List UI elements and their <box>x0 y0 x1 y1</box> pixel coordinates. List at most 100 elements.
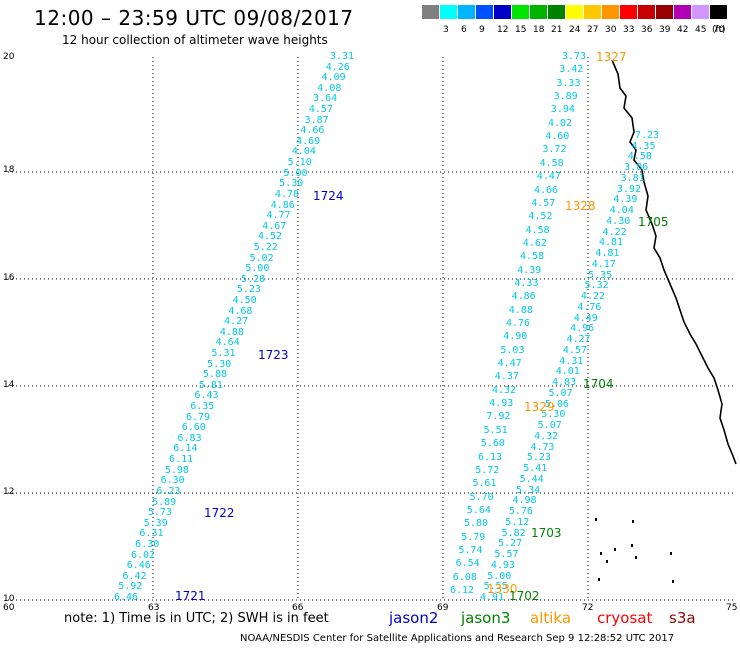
legend-swatch <box>530 5 547 19</box>
wave-height-value: 6.08 <box>452 571 477 583</box>
wave-height-value: 4.39 <box>613 194 638 206</box>
wave-height-value: 4.91 <box>480 592 505 603</box>
wave-height-value: 4.17 <box>591 258 616 270</box>
wave-height-value: 3.89 <box>553 91 578 103</box>
satellite-s3a: s3a <box>669 609 696 627</box>
legend-swatch <box>512 5 529 19</box>
wave-height-value: 3.86 <box>624 162 649 174</box>
wave-height-value: 4.47 <box>536 171 561 183</box>
legend-swatch <box>494 5 511 19</box>
wave-height-value: 4.83 <box>552 377 577 389</box>
wave-height-value: 6.30 <box>160 475 185 487</box>
wave-height-value: 5.23 <box>236 284 261 296</box>
wave-height-value: 4.33 <box>514 277 539 289</box>
wave-height-value: 4.27 <box>566 334 591 346</box>
pass-time-label: 1723 <box>258 348 289 362</box>
wave-height-value: 4.01 <box>555 366 580 378</box>
wave-height-value: 5.30 <box>207 358 232 370</box>
wave-height-value: 5.23 <box>526 452 551 464</box>
island-mark <box>631 544 633 547</box>
lat-tick-16: 16 <box>3 273 15 283</box>
satellite-altika: altika <box>530 609 572 627</box>
wave-height-value: 4.52 <box>258 231 283 243</box>
wave-height-value: 5.92 <box>118 581 143 593</box>
legend-label: 6 <box>461 25 467 35</box>
legend-label: 12 <box>497 25 509 35</box>
legend-swatch <box>476 5 493 19</box>
wave-height-value: 4.58 <box>539 157 564 169</box>
wave-height-value: 4.37 <box>494 371 519 383</box>
lon-tick-69: 69 <box>437 603 449 613</box>
wave-height-value: 4.58 <box>525 224 550 236</box>
wave-height-value: 5.30 <box>541 409 566 421</box>
legend-label: 70 <box>713 25 725 35</box>
wave-height-value: 5.30 <box>279 178 304 190</box>
wave-height-value: 5.64 <box>466 504 491 516</box>
legend-label: 15 <box>515 25 527 35</box>
wave-height-value: 6.12 <box>450 585 475 596</box>
wave-height-value: 4.88 <box>219 326 244 338</box>
lat-tick-18: 18 <box>3 165 15 175</box>
wave-height-value: 5.89 <box>152 496 177 508</box>
wave-height-value: 6.42 <box>122 570 147 582</box>
wave-height-value: 5.39 <box>143 517 168 529</box>
wave-height-value: 4.86 <box>511 291 536 303</box>
legend-label: 42 <box>677 25 689 35</box>
legend-swatch <box>656 5 673 19</box>
wave-height-value: 5.02 <box>249 252 274 264</box>
wave-height-value: 6.54 <box>455 558 480 570</box>
wave-height-value: 5.81 <box>198 379 223 391</box>
wave-height-value: 4.73 <box>530 441 555 453</box>
wave-height-value: 5.22 <box>253 241 278 253</box>
pass-time-label: 1705 <box>638 215 669 229</box>
wave-height-value: 4.58 <box>520 251 545 263</box>
legend-swatch <box>638 5 655 19</box>
wave-height-value: 4.22 <box>602 226 627 238</box>
page-subtitle: 12 hour collection of altimeter wave hei… <box>62 33 328 47</box>
wave-height-value: 4.93 <box>489 398 514 410</box>
wave-height-value: 4.66 <box>534 184 559 196</box>
wave-height-value: 4.04 <box>609 205 634 217</box>
pass-time-label: 1704 <box>583 377 614 391</box>
wave-height-value: 5.07 <box>548 387 573 399</box>
wave-height-value: 4.49 <box>573 312 598 324</box>
wave-height-value: 6.30 <box>135 538 160 550</box>
legend-swatch <box>692 5 709 19</box>
page-title: 12:00 – 23:59 UTC 09/08/2017 <box>34 6 354 30</box>
wave-height-value: 5.82 <box>501 527 526 539</box>
wave-height-value: 6.46 <box>114 592 139 603</box>
wave-height-value: 3.73 <box>562 51 587 62</box>
legend-label: 27 <box>587 25 599 35</box>
legend-unit: (ft) <box>712 25 726 35</box>
legend-label: 3 <box>443 25 449 35</box>
wave-height-value: 3.31 <box>330 51 355 62</box>
legend-swatch <box>584 5 601 19</box>
lat-tick-10: 10 <box>3 594 15 604</box>
wave-height-value: 5.55 <box>483 581 508 593</box>
wave-height-value: 5.74 <box>458 544 483 556</box>
wave-height-value: 4.88 <box>508 304 533 316</box>
wave-height-value: 4.47 <box>497 358 522 370</box>
legend-swatch <box>620 5 637 19</box>
wave-height-value: 4.68 <box>228 305 253 317</box>
wave-height-value: 3.72 <box>542 144 567 156</box>
satellite-jason3: jason3 <box>461 609 511 627</box>
legend-label: 45 <box>695 25 707 35</box>
wave-height-value: 5.72 <box>475 464 500 476</box>
wave-height-value: 4.27 <box>224 316 249 328</box>
legend-swatch <box>674 5 691 19</box>
wave-height-value: 5.31 <box>211 348 236 360</box>
pass-time-label: 1724 <box>313 189 344 203</box>
wave-height-value: 4.31 <box>559 355 584 367</box>
wave-height-value: 6.43 <box>194 390 219 402</box>
wave-height-value: 3.81 <box>620 172 645 184</box>
wave-height-value: 4.67 <box>262 220 287 232</box>
legend-swatch <box>602 5 619 19</box>
wave-height-value: 4.57 <box>531 197 556 209</box>
lat-tick-12: 12 <box>3 487 15 497</box>
legend-swatch <box>566 5 583 19</box>
wave-height-value: 6.46 <box>126 560 151 572</box>
wave-height-value: 4.90 <box>503 331 528 343</box>
wave-height-value: 5.57 <box>494 549 519 561</box>
